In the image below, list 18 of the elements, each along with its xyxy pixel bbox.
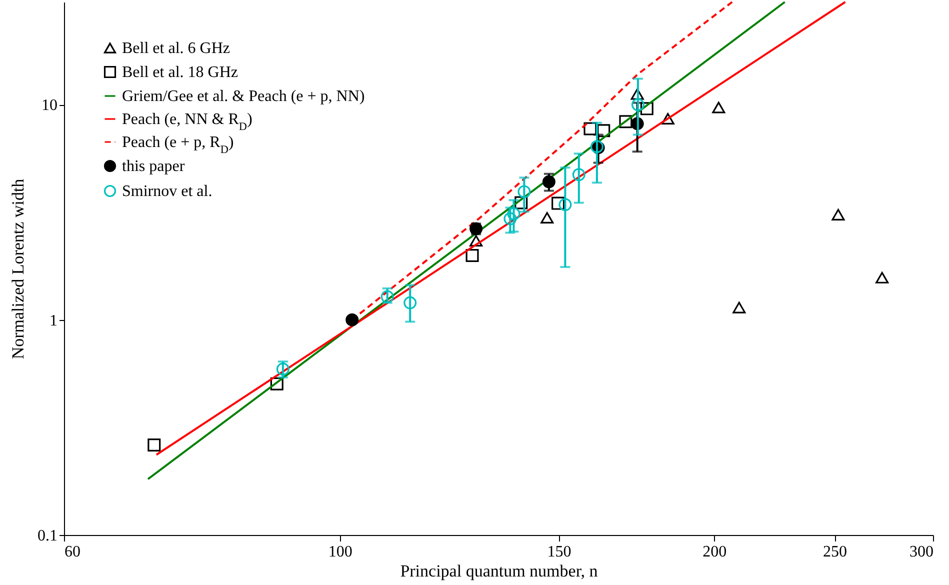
legend-label: Bell et al. 6 GHz <box>122 40 230 57</box>
x-tick-label: 250 <box>823 544 848 560</box>
x-axis-title: Principal quantum number, n <box>400 562 598 580</box>
x-tick-label: 150 <box>547 544 572 560</box>
x-tick-label: 60 <box>64 544 80 560</box>
y-tick-label: 0.1 <box>38 528 58 544</box>
y-tick-label: 1 <box>50 312 58 330</box>
y-tick-label: 10 <box>42 97 58 114</box>
x-tick-label: 300 <box>910 544 934 560</box>
y-axis-title: Normalized Lorentz width <box>8 178 28 360</box>
legend-label: this paper <box>122 158 186 175</box>
x-tick-label: 200 <box>702 544 727 560</box>
legend-label: Peach (e + p, R$_{D}$) <box>122 134 234 156</box>
legend-label: Griem/Gee et al. & Peach (e + p, NN) <box>122 88 365 105</box>
legend-label: Bell et al. 18 GHz <box>122 64 238 81</box>
legend-label: Smirnov et al. <box>122 183 212 200</box>
x-tick-label: 100 <box>328 544 352 560</box>
legend-label: Peach (e, NN & R$_{D}$) <box>122 111 252 133</box>
